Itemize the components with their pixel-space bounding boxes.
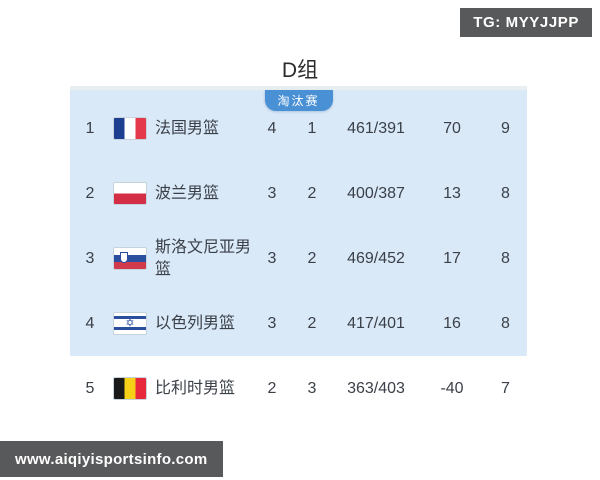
wins-count: 2 [267,379,277,397]
flag-cell [110,377,150,400]
points-for-against: 461/391 [347,119,405,137]
poland-flag-icon [113,182,147,205]
team-name: 比利时男篮 [155,379,236,397]
points-total: 7 [501,379,510,397]
points-for-against: 363/403 [347,379,405,397]
team-name: 法国男篮 [155,119,220,137]
rank-number: 5 [85,379,95,397]
losses-count: 1 [307,119,317,137]
team-name: 斯洛文尼亚男篮 [155,238,252,278]
slovenia-flag-icon [113,247,147,270]
page-title: D组 [281,59,319,82]
points-total: 9 [501,119,510,137]
losses-count: 3 [307,379,317,397]
losses-count: 2 [307,314,317,332]
point-diff: 16 [443,314,461,332]
team-name: 以色列男篮 [155,314,236,332]
team-row[interactable]: 1 法国男篮 4 1 461/391 70 9 [70,96,527,161]
team-name: 波兰男篮 [155,184,220,202]
flag-cell [110,117,150,140]
points-total: 8 [501,314,510,332]
standings-table: 淘汰赛 1 法国男篮 4 1 461/391 70 9 2 波兰男篮 3 2 400/387 13 8 3 斯… [70,86,527,421]
rank-number: 1 [85,119,95,137]
telegram-watermark-badge: TG: MYYJJPP [460,8,592,37]
losses-count: 2 [307,249,317,267]
rank-number: 2 [85,184,95,202]
belgium-flag-icon [113,377,147,400]
qualified-zone: 淘汰赛 1 法国男篮 4 1 461/391 70 9 2 波兰男篮 3 2 400/387 13 8 3 斯… [70,86,527,356]
wins-count: 3 [267,249,277,267]
wins-count: 3 [267,184,277,202]
unqualified-zone: 5 比利时男篮 2 3 363/403 -40 7 [70,356,527,421]
team-row[interactable]: 5 比利时男篮 2 3 363/403 -40 7 [70,356,527,421]
rank-number: 4 [85,314,95,332]
point-diff: 70 [443,119,461,137]
point-diff: 13 [443,184,461,202]
team-row[interactable]: 3 斯洛文尼亚男篮 3 2 469/452 17 8 [70,226,527,291]
website-watermark-badge: www.aiqiyisportsinfo.com [0,441,223,477]
point-diff: 17 [443,249,461,267]
team-row[interactable]: 2 波兰男篮 3 2 400/387 13 8 [70,161,527,226]
wins-count: 4 [267,119,277,137]
points-for-against: 469/452 [347,249,405,267]
point-diff: -40 [440,379,464,397]
points-for-against: 400/387 [347,184,405,202]
france-flag-icon [113,117,147,140]
flag-cell [110,312,150,335]
knockout-qualification-tab: 淘汰赛 [264,90,333,111]
points-for-against: 417/401 [347,314,405,332]
team-row[interactable]: 4 以色列男篮 3 2 417/401 16 8 [70,291,527,356]
wins-count: 3 [267,314,277,332]
rank-number: 3 [85,249,95,267]
points-total: 8 [501,249,510,267]
flag-cell [110,247,150,270]
israel-flag-icon [113,312,147,335]
points-total: 8 [501,184,510,202]
losses-count: 2 [307,184,317,202]
flag-cell [110,182,150,205]
